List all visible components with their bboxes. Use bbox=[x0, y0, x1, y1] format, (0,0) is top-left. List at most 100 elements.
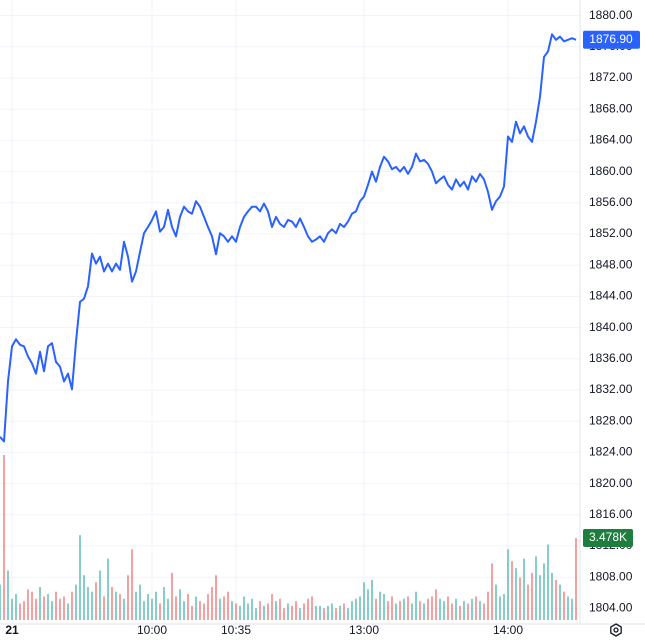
volume-bar bbox=[131, 549, 133, 620]
volume-bar bbox=[427, 598, 429, 620]
volume-bar bbox=[175, 596, 177, 620]
volume-bar bbox=[415, 591, 417, 620]
volume-bar bbox=[467, 603, 469, 620]
volume-bar bbox=[95, 582, 97, 620]
volume-bar bbox=[267, 603, 269, 620]
volume-bar bbox=[87, 587, 89, 620]
y-tick-label: 1832.00 bbox=[589, 382, 633, 396]
volume-bar bbox=[479, 601, 481, 620]
volume-layer bbox=[0, 455, 577, 620]
volume-bar bbox=[147, 594, 149, 620]
volume-bar bbox=[91, 591, 93, 620]
x-tick-label: 14:00 bbox=[493, 623, 523, 637]
volume-bar bbox=[71, 591, 73, 620]
volume-bar bbox=[7, 570, 9, 620]
volume-bar bbox=[243, 596, 245, 620]
volume-bar bbox=[103, 596, 105, 620]
volume-bar bbox=[519, 577, 521, 620]
volume-bar bbox=[487, 591, 489, 620]
volume-bar bbox=[19, 603, 21, 620]
y-tick-label: 1860.00 bbox=[589, 164, 633, 178]
volume-bar bbox=[111, 587, 113, 620]
volume-bar bbox=[539, 575, 541, 620]
y-tick-label: 1872.00 bbox=[589, 70, 633, 84]
volume-bar bbox=[447, 596, 449, 620]
volume-bar bbox=[335, 608, 337, 620]
volume-bar bbox=[55, 591, 57, 620]
volume-bar bbox=[471, 598, 473, 620]
line-layer bbox=[0, 33, 577, 443]
volume-bar bbox=[459, 605, 461, 620]
y-tick-label: 1820.00 bbox=[589, 476, 633, 490]
volume-bar bbox=[351, 601, 353, 620]
volume-bar bbox=[115, 591, 117, 620]
volume-bar bbox=[239, 605, 241, 620]
y-tick-label: 1856.00 bbox=[589, 195, 633, 209]
volume-bar bbox=[387, 601, 389, 620]
volume-bar bbox=[0, 584, 1, 620]
volume-bar bbox=[59, 598, 61, 620]
volume-bar bbox=[371, 579, 373, 620]
volume-bar bbox=[35, 598, 37, 620]
volume-bar bbox=[247, 603, 249, 620]
volume-bar bbox=[31, 591, 33, 620]
volume-bar bbox=[187, 594, 189, 620]
volume-bar bbox=[23, 601, 25, 620]
volume-bar bbox=[75, 584, 77, 620]
y-tick-label: 1848.00 bbox=[589, 257, 633, 271]
volume-bar bbox=[235, 603, 237, 620]
volume-bar bbox=[219, 598, 221, 620]
y-tick-label: 1808.00 bbox=[589, 569, 633, 583]
x-tick-label: 21 bbox=[5, 623, 19, 637]
volume-bar bbox=[531, 572, 533, 620]
volume-bar bbox=[435, 589, 437, 620]
volume-bar bbox=[379, 591, 381, 620]
volume-bar bbox=[135, 591, 137, 620]
volume-bar bbox=[403, 598, 405, 620]
settings-hexagon bbox=[610, 623, 622, 637]
volume-bar bbox=[191, 605, 193, 620]
volume-bar bbox=[287, 603, 289, 620]
volume-bar bbox=[359, 596, 361, 620]
volume-bar bbox=[483, 603, 485, 620]
volume-bar bbox=[567, 596, 569, 620]
y-tick-label: 1844.00 bbox=[589, 289, 633, 303]
volume-bar bbox=[99, 570, 101, 620]
volume-bar bbox=[571, 598, 573, 620]
y-tick-label: 1804.00 bbox=[589, 601, 633, 615]
volume-bar bbox=[127, 575, 129, 620]
settings-icon[interactable] bbox=[610, 623, 622, 637]
y-tick-label: 1816.00 bbox=[589, 507, 633, 521]
volume-bar bbox=[11, 598, 13, 620]
volume-bar bbox=[15, 594, 17, 620]
volume-bar bbox=[543, 563, 545, 620]
volume-bar bbox=[503, 594, 505, 620]
volume-bar bbox=[331, 603, 333, 620]
volume-bar bbox=[419, 601, 421, 620]
volume-bar bbox=[535, 556, 537, 620]
volume-bar bbox=[327, 605, 329, 620]
volume-bar bbox=[199, 601, 201, 620]
volume-bar bbox=[407, 596, 409, 620]
price-line bbox=[0, 33, 577, 443]
volume-bar bbox=[211, 587, 213, 620]
y-tick-label: 1828.00 bbox=[589, 413, 633, 427]
volume-bar bbox=[39, 587, 41, 620]
volume-bar bbox=[171, 572, 173, 620]
volume-bar bbox=[463, 601, 465, 620]
volume-bar bbox=[383, 594, 385, 620]
volume-bar bbox=[27, 589, 29, 620]
volume-bar bbox=[179, 589, 181, 620]
volume-bar bbox=[275, 601, 277, 620]
y-tick-label: 1852.00 bbox=[589, 226, 633, 240]
volume-bar bbox=[47, 594, 49, 620]
x-tick-label: 10:00 bbox=[137, 623, 167, 637]
volume-bar bbox=[527, 584, 529, 620]
volume-bar bbox=[119, 594, 121, 620]
volume-bar bbox=[83, 575, 85, 620]
volume-bar bbox=[559, 584, 561, 620]
volume-bar bbox=[263, 605, 265, 620]
volume-bar bbox=[79, 535, 81, 620]
volume-bar bbox=[443, 601, 445, 620]
volume-bar bbox=[495, 584, 497, 620]
